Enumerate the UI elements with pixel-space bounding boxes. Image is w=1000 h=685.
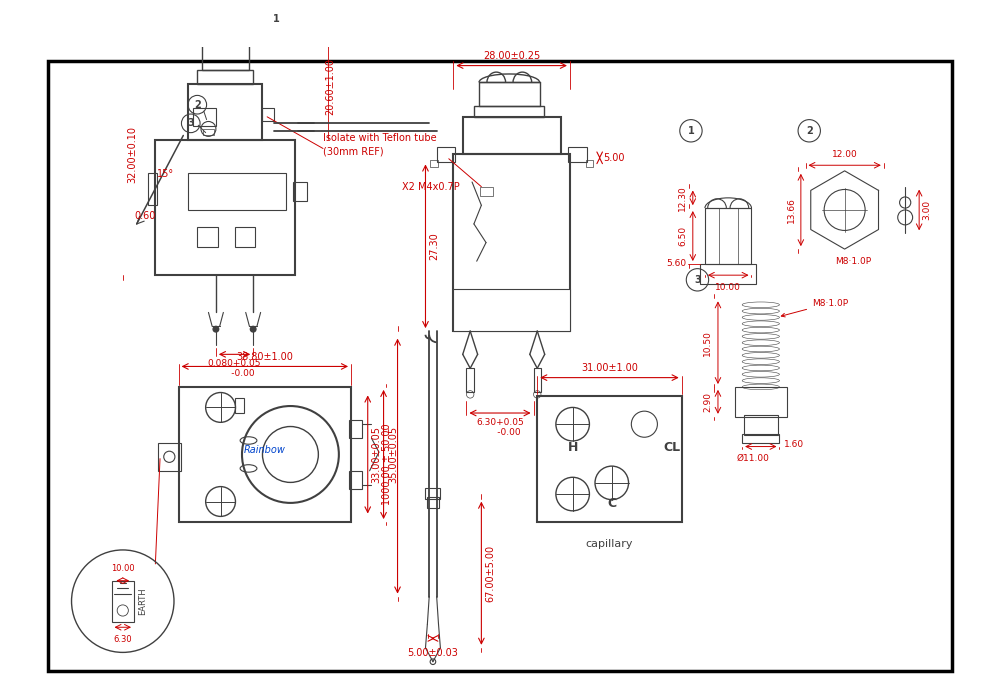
Bar [479,82,540,105]
Text: 5.00±0.03: 5.00±0.03 [407,648,458,658]
Circle shape [213,326,219,332]
Text: 38.80±1.00: 38.80±1.00 [236,352,293,362]
Text: 10.00: 10.00 [111,564,135,573]
Text: 1: 1 [273,14,280,24]
Text: 0.60: 0.60 [135,211,156,221]
Text: 5.60: 5.60 [666,260,686,269]
Bar [537,396,682,522]
Bar [453,154,570,331]
Text: Isolate with Teflon tube
(30mm REF): Isolate with Teflon tube (30mm REF) [323,133,437,156]
Bar [453,289,570,331]
Bar [705,208,751,264]
Bar [425,488,440,499]
Bar [179,387,351,522]
Bar [474,105,544,117]
Text: 32.00±0.10: 32.00±0.10 [127,125,137,183]
Bar [349,419,362,438]
Bar [193,108,216,126]
Bar [568,147,587,162]
Text: 3: 3 [694,275,701,285]
Text: 33.00±0.05: 33.00±0.05 [371,426,381,483]
Text: 3: 3 [187,119,194,128]
Bar [293,182,307,201]
Text: M8·1.0P: M8·1.0P [835,257,871,266]
Text: 1000.00 ± 50.00: 1000.00 ± 50.00 [382,423,392,505]
Text: 6.30: 6.30 [113,635,132,644]
Text: Ø11.00: Ø11.00 [737,454,770,463]
Bar [586,160,593,167]
Text: EARTH: EARTH [138,587,147,615]
Text: M8·1.0P: M8·1.0P [781,299,848,317]
Bar [349,471,362,489]
Text: 12.00: 12.00 [832,150,858,159]
Bar [203,129,214,136]
Text: 67.00±5.00: 67.00±5.00 [485,545,495,602]
Bar [735,387,787,416]
Text: 1.60: 1.60 [784,440,804,449]
Text: 10.00: 10.00 [715,283,741,292]
Text: 6.50: 6.50 [678,226,687,246]
Text: 35.00±0.05: 35.00±0.05 [388,426,398,483]
Text: 15°: 15° [157,169,174,179]
Bar [742,434,779,443]
Bar [197,71,253,84]
Bar [427,497,439,508]
Bar [262,108,274,121]
Text: 1: 1 [688,126,694,136]
Bar [188,84,262,140]
Bar [148,173,157,206]
Bar [197,227,218,247]
Bar [480,187,493,196]
Text: Rainbow: Rainbow [243,445,285,455]
Text: 10.50: 10.50 [703,330,712,356]
Bar [158,443,181,471]
Text: 2: 2 [194,100,201,110]
Text: 13.66: 13.66 [787,197,796,223]
Text: C: C [607,497,616,510]
Bar [202,38,249,71]
Bar [430,160,438,167]
Bar [534,369,541,392]
Bar [188,173,286,210]
Text: capillary: capillary [586,539,633,549]
Circle shape [250,326,256,332]
Text: 12.30: 12.30 [678,185,687,211]
Text: 22.30±1.00: 22.30±1.00 [197,0,254,2]
Bar [437,147,455,162]
Circle shape [430,659,436,664]
Text: 3.00: 3.00 [922,200,931,220]
Text: 6.30+0.05
      -0.00: 6.30+0.05 -0.00 [476,418,524,437]
Text: H: H [567,441,578,454]
Bar [466,369,474,392]
Bar [700,264,756,284]
Text: 20.60±1.00: 20.60±1.00 [325,58,335,115]
Bar [155,140,295,275]
Text: 0.080+0.05
      -0.00: 0.080+0.05 -0.00 [208,359,261,378]
Text: 2: 2 [806,126,813,136]
Text: 31.00±1.00: 31.00±1.00 [581,363,638,373]
Bar [463,117,561,154]
Text: CL: CL [664,441,681,454]
Bar [744,415,778,436]
Text: 27.30: 27.30 [429,232,439,260]
Text: 5.00: 5.00 [603,153,625,163]
Text: X2 M4x0.7P: X2 M4x0.7P [402,182,460,192]
Text: 2.90: 2.90 [703,392,712,412]
Bar [235,227,255,247]
Text: 28.00±0.25: 28.00±0.25 [483,51,540,61]
Bar [112,581,134,622]
Bar [235,398,244,413]
